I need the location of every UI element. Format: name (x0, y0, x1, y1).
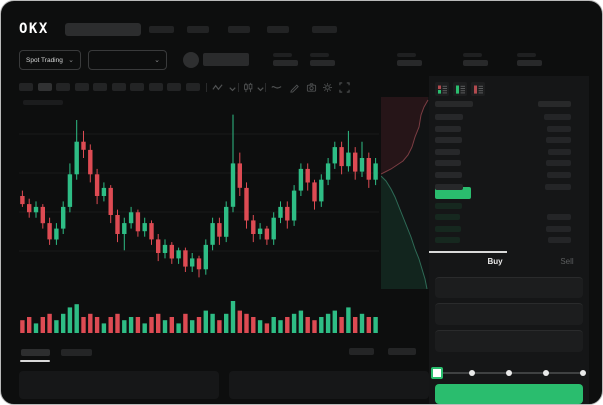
okx-logo[interactable]: OKX (19, 21, 49, 37)
depth-chart[interactable] (380, 97, 429, 290)
bid-amount-row[interactable] (548, 237, 571, 244)
orderbook-header-amount (538, 101, 571, 107)
orderbook-header-price (435, 101, 473, 107)
line-type-icon[interactable] (271, 82, 282, 93)
ticker-stat-label-placeholder (517, 53, 536, 57)
timeframe-pill[interactable] (74, 83, 89, 91)
candle-style-icon[interactable] (243, 82, 254, 93)
ticker-stat-value-placeholder (517, 60, 542, 66)
toolbar-divider (206, 83, 207, 92)
volume-bars (20, 301, 378, 333)
ticker-stat-value-placeholder (463, 60, 488, 66)
nav-item-placeholder[interactable] (149, 26, 174, 33)
ask-amount-row[interactable] (547, 125, 571, 132)
timeframe-pill[interactable] (37, 83, 52, 91)
bid-amount-row[interactable] (547, 214, 571, 221)
buy-submit-button[interactable] (435, 384, 583, 404)
bottom-tab-placeholder[interactable] (61, 349, 92, 356)
last-price-bar[interactable] (435, 187, 471, 199)
draw-pencil-icon[interactable] (289, 82, 300, 93)
toolbar-divider (265, 83, 266, 92)
ask-amount-row[interactable] (546, 137, 571, 144)
slider-stop-dot[interactable] (506, 370, 512, 376)
bottom-action-placeholder[interactable] (349, 348, 374, 355)
ticker-stat-label-placeholder (463, 53, 482, 57)
bottom-active-tab-indicator (20, 360, 50, 362)
slider-stop-dot[interactable] (469, 370, 475, 376)
ask-price-row[interactable] (435, 125, 461, 132)
chevron-down-icon: ⌄ (154, 56, 160, 64)
ask-price-row[interactable] (435, 114, 463, 120)
chart-legend-placeholder (23, 100, 63, 105)
combined-book-icon[interactable] (435, 82, 449, 96)
timeframe-pill[interactable] (130, 83, 144, 91)
ticker-stat-value-placeholder (273, 60, 298, 66)
last-price-placeholder (203, 53, 249, 66)
slider-stop-dot[interactable] (580, 370, 586, 376)
asks-only-icon[interactable] (471, 82, 485, 96)
market-type-dropdown[interactable]: Spot Trading ⌄ (19, 50, 81, 70)
slider-handle[interactable] (431, 367, 443, 379)
indicators-wave-icon[interactable] (212, 82, 223, 93)
ask-price-row[interactable] (435, 172, 462, 178)
ask-amount-row[interactable] (545, 183, 571, 190)
total-input[interactable] (435, 330, 583, 352)
candlestick-chart[interactable] (19, 101, 379, 291)
timeframe-pill[interactable] (167, 83, 181, 91)
market-type-label: Spot Trading (26, 56, 63, 64)
bottom-action-placeholder[interactable] (388, 348, 416, 355)
ticker-stat-label-placeholder (397, 53, 416, 57)
orders-panel (19, 371, 219, 399)
history-panel (229, 371, 429, 399)
chevron-down-icon[interactable] (227, 84, 238, 95)
search-input[interactable] (65, 23, 141, 36)
price-input[interactable] (435, 277, 583, 298)
amount-input[interactable] (435, 303, 583, 325)
bottom-tab-placeholder[interactable] (21, 349, 50, 356)
chevron-down-icon[interactable] (255, 84, 266, 95)
nav-item-placeholder[interactable] (267, 26, 289, 33)
ask-price-row[interactable] (435, 160, 461, 167)
camera-icon[interactable] (306, 82, 317, 93)
ticker-stat-label-placeholder (273, 53, 292, 57)
slider-stop-dot[interactable] (543, 370, 549, 376)
bid-price-row[interactable] (435, 237, 460, 244)
ticker-stat-label-placeholder (310, 53, 329, 57)
timeframe-pill[interactable] (19, 83, 33, 91)
depth-chart-panel (380, 97, 429, 290)
bid-price-row[interactable] (435, 214, 460, 221)
fullscreen-icon[interactable] (339, 82, 350, 93)
nav-item-placeholder[interactable] (228, 26, 250, 33)
timeframe-pill[interactable] (56, 83, 70, 91)
tab-sell[interactable]: Sell (560, 257, 574, 266)
bids-only-icon[interactable] (453, 82, 467, 96)
active-tab-indicator (429, 251, 507, 253)
bid-price-row[interactable] (435, 203, 462, 209)
timeframe-pill[interactable] (93, 83, 107, 91)
timeframe-pill[interactable] (111, 83, 126, 91)
pair-selector-dropdown[interactable]: ⌄ (88, 50, 167, 70)
ask-amount-row[interactable] (544, 114, 571, 120)
nav-item-placeholder[interactable] (312, 26, 337, 33)
chevron-down-icon: ⌄ (68, 56, 74, 64)
ask-price-row[interactable] (435, 148, 460, 155)
ask-amount-row[interactable] (546, 160, 571, 167)
timeframe-pill[interactable] (185, 83, 200, 91)
timeframe-pill[interactable] (148, 83, 163, 91)
nav-item-placeholder[interactable] (187, 26, 209, 33)
settings-gear-icon[interactable] (322, 82, 333, 93)
ask-price-row[interactable] (435, 183, 463, 190)
bid-amount-row[interactable] (546, 225, 571, 232)
tab-buy[interactable]: Buy (487, 257, 503, 266)
ticker-stat-value-placeholder (397, 60, 422, 66)
coin-avatar (183, 52, 199, 68)
toolbar-divider (238, 83, 239, 92)
orderbook-trade-panel: Buy Sell (429, 76, 589, 404)
ticker-stat-value-placeholder (310, 60, 335, 66)
bid-price-row[interactable] (435, 225, 461, 232)
ask-price-row[interactable] (435, 137, 462, 144)
ask-amount-row[interactable] (548, 148, 571, 155)
ask-amount-row[interactable] (547, 172, 571, 178)
